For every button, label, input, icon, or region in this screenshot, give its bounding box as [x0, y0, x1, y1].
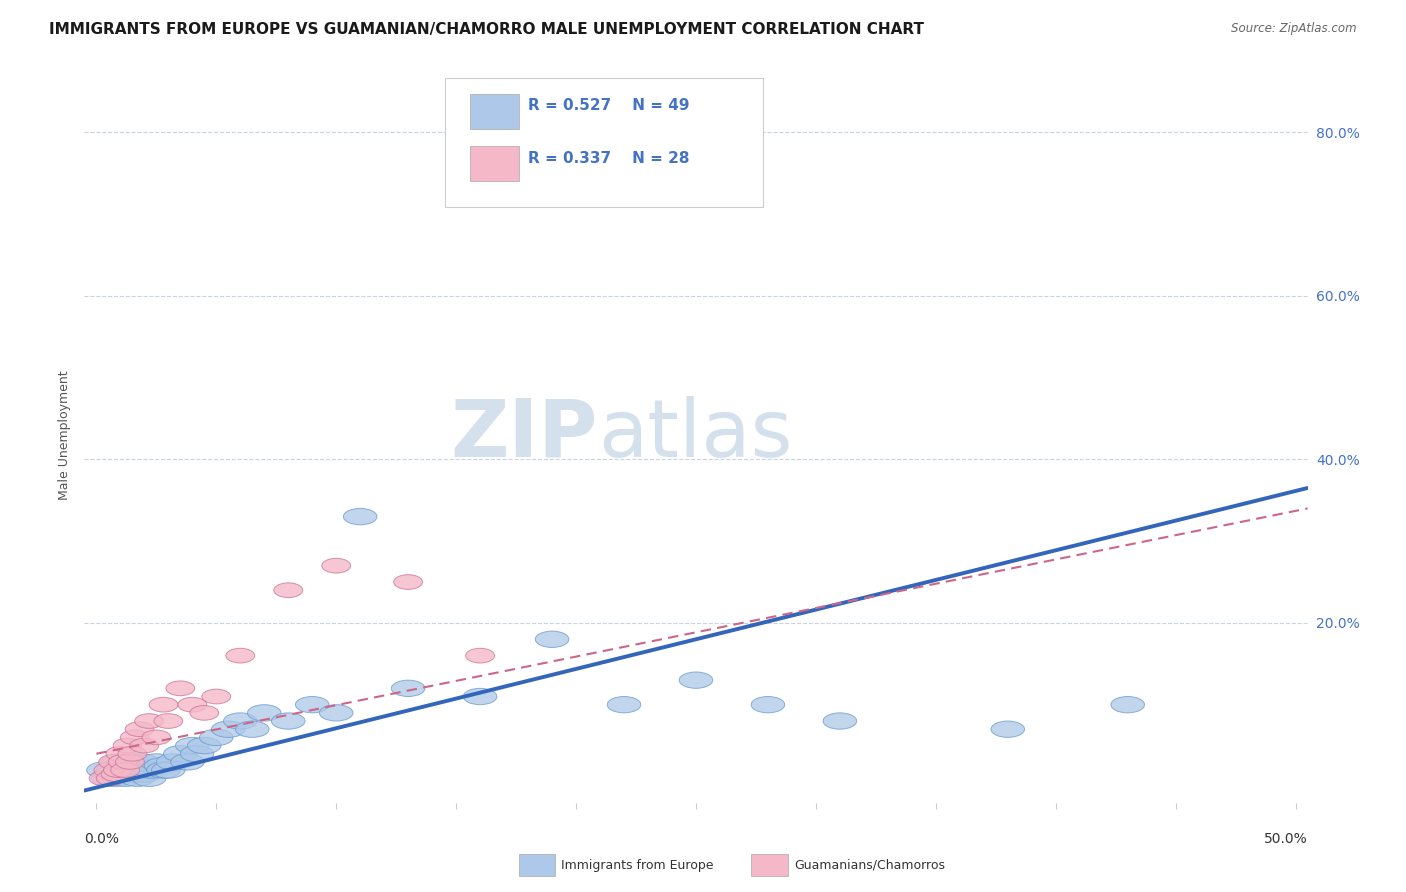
Ellipse shape: [319, 705, 353, 721]
Ellipse shape: [153, 714, 183, 729]
Ellipse shape: [132, 770, 166, 787]
Text: R = 0.527    N = 49: R = 0.527 N = 49: [529, 98, 690, 113]
Ellipse shape: [121, 770, 153, 787]
Text: 50.0%: 50.0%: [1264, 832, 1308, 847]
Ellipse shape: [394, 574, 423, 590]
Ellipse shape: [180, 746, 214, 762]
Ellipse shape: [118, 747, 146, 761]
Text: R = 0.337    N = 28: R = 0.337 N = 28: [529, 152, 690, 167]
Ellipse shape: [391, 680, 425, 697]
Ellipse shape: [536, 632, 569, 648]
Ellipse shape: [274, 582, 302, 598]
Ellipse shape: [87, 762, 121, 778]
FancyBboxPatch shape: [446, 78, 763, 207]
Ellipse shape: [108, 770, 142, 787]
Ellipse shape: [465, 648, 495, 663]
Ellipse shape: [128, 766, 162, 782]
Ellipse shape: [226, 648, 254, 663]
Ellipse shape: [129, 739, 159, 753]
Ellipse shape: [115, 766, 149, 782]
Ellipse shape: [125, 722, 153, 737]
Ellipse shape: [146, 762, 180, 778]
Ellipse shape: [200, 730, 233, 746]
Text: 0.0%: 0.0%: [84, 832, 120, 847]
Ellipse shape: [145, 758, 179, 774]
Text: IMMIGRANTS FROM EUROPE VS GUAMANIAN/CHAMORRO MALE UNEMPLOYMENT CORRELATION CHART: IMMIGRANTS FROM EUROPE VS GUAMANIAN/CHAM…: [49, 22, 924, 37]
Ellipse shape: [295, 697, 329, 713]
Ellipse shape: [98, 755, 128, 769]
Ellipse shape: [343, 508, 377, 524]
Ellipse shape: [121, 730, 149, 745]
Ellipse shape: [115, 754, 149, 770]
Ellipse shape: [679, 672, 713, 689]
Ellipse shape: [271, 713, 305, 730]
Ellipse shape: [202, 690, 231, 704]
Ellipse shape: [991, 721, 1025, 738]
Ellipse shape: [112, 762, 146, 778]
Text: Guamanians/Chamorros: Guamanians/Chamorros: [794, 859, 945, 871]
Ellipse shape: [142, 730, 170, 745]
Ellipse shape: [211, 721, 245, 738]
Ellipse shape: [235, 721, 269, 738]
Ellipse shape: [101, 754, 135, 770]
Text: ZIP: ZIP: [451, 396, 598, 474]
Ellipse shape: [111, 763, 139, 778]
Ellipse shape: [187, 738, 221, 754]
Ellipse shape: [152, 762, 186, 778]
Ellipse shape: [170, 754, 204, 770]
Ellipse shape: [104, 763, 132, 778]
Text: atlas: atlas: [598, 396, 793, 474]
Ellipse shape: [94, 766, 128, 782]
Ellipse shape: [122, 762, 156, 778]
Ellipse shape: [176, 738, 209, 754]
Ellipse shape: [607, 697, 641, 713]
FancyBboxPatch shape: [751, 855, 787, 876]
FancyBboxPatch shape: [519, 855, 555, 876]
Ellipse shape: [125, 754, 159, 770]
Text: Immigrants from Europe: Immigrants from Europe: [561, 859, 714, 871]
FancyBboxPatch shape: [470, 145, 519, 181]
Ellipse shape: [104, 762, 138, 778]
Ellipse shape: [97, 771, 125, 786]
Ellipse shape: [105, 747, 135, 761]
Ellipse shape: [105, 766, 139, 782]
Ellipse shape: [149, 698, 179, 712]
Ellipse shape: [118, 762, 152, 778]
Ellipse shape: [224, 713, 257, 730]
Ellipse shape: [101, 767, 129, 781]
Ellipse shape: [97, 762, 129, 778]
Ellipse shape: [179, 698, 207, 712]
Ellipse shape: [1111, 697, 1144, 713]
Ellipse shape: [751, 697, 785, 713]
Ellipse shape: [156, 754, 190, 770]
Ellipse shape: [129, 762, 163, 778]
Ellipse shape: [111, 758, 145, 774]
Ellipse shape: [166, 681, 194, 696]
Ellipse shape: [89, 771, 118, 786]
Ellipse shape: [91, 770, 125, 787]
Ellipse shape: [247, 705, 281, 721]
Ellipse shape: [139, 754, 173, 770]
Ellipse shape: [135, 714, 163, 729]
Ellipse shape: [190, 706, 219, 720]
Ellipse shape: [94, 763, 122, 778]
Ellipse shape: [464, 689, 496, 705]
Ellipse shape: [112, 739, 142, 753]
Ellipse shape: [322, 558, 350, 573]
Ellipse shape: [135, 762, 169, 778]
Text: Source: ZipAtlas.com: Source: ZipAtlas.com: [1232, 22, 1357, 36]
Y-axis label: Male Unemployment: Male Unemployment: [58, 370, 72, 500]
Ellipse shape: [108, 755, 138, 769]
Ellipse shape: [163, 746, 197, 762]
Ellipse shape: [98, 770, 132, 787]
FancyBboxPatch shape: [470, 95, 519, 129]
Ellipse shape: [823, 713, 856, 730]
Ellipse shape: [115, 755, 145, 769]
